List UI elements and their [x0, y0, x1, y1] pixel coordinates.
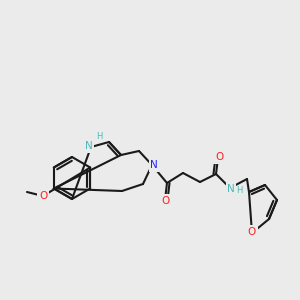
Text: H: H [96, 132, 102, 141]
Text: O: O [248, 227, 256, 237]
Text: O: O [215, 152, 223, 162]
Text: H: H [236, 186, 242, 195]
Text: N: N [85, 141, 93, 151]
Text: N: N [150, 160, 158, 170]
Text: N: N [227, 184, 235, 194]
Text: O: O [39, 191, 47, 201]
Text: O: O [162, 196, 170, 206]
